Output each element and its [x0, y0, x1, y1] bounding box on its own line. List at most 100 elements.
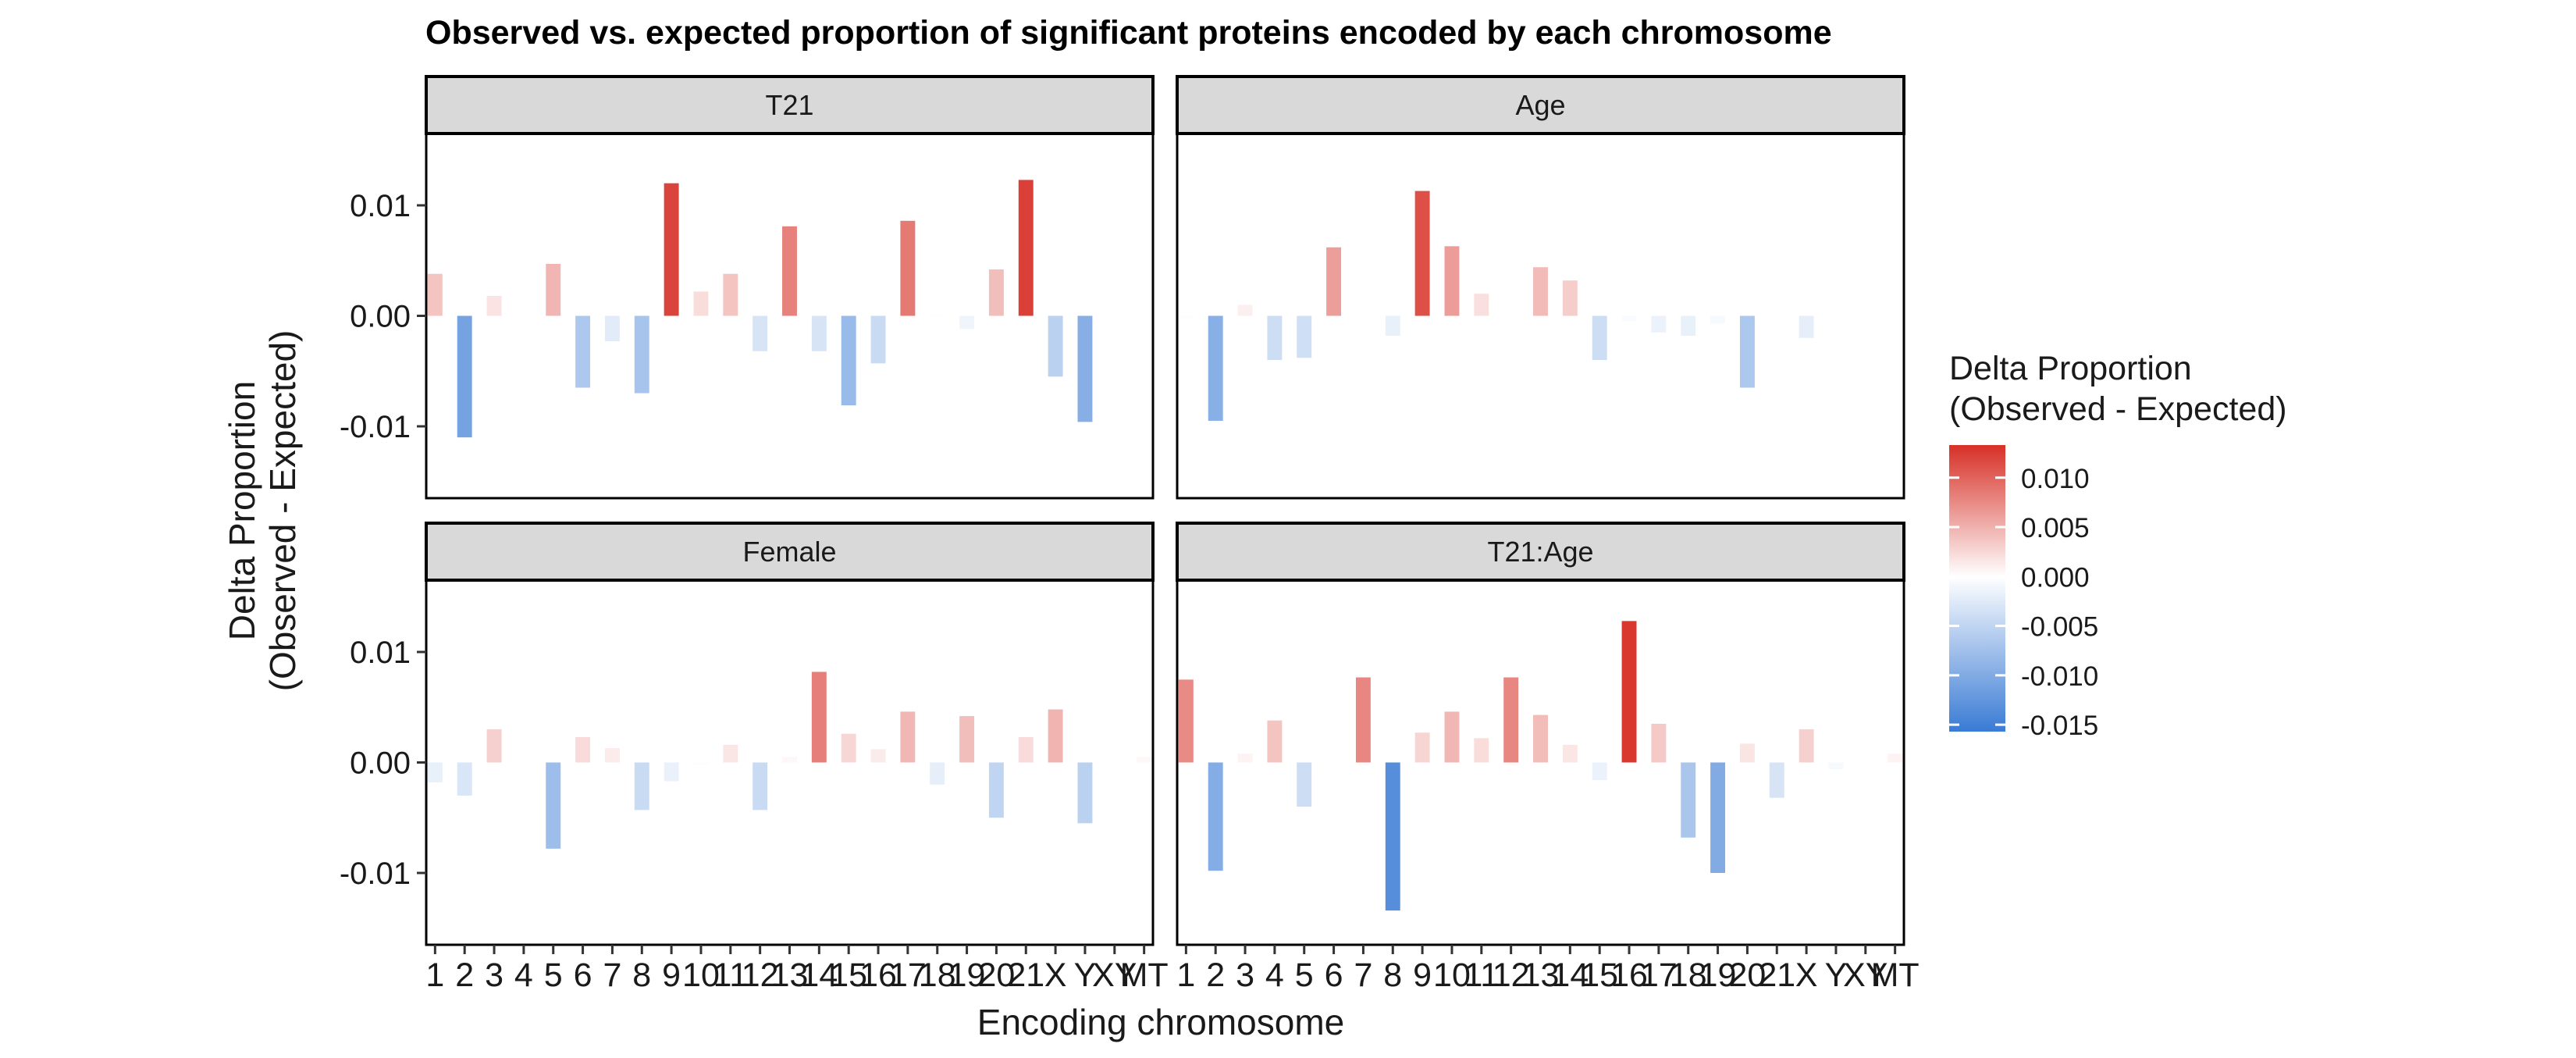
y-tick-label: 0.01: [350, 189, 411, 223]
bar-female-chr-mt: [1137, 757, 1152, 763]
facet-strip: [425, 522, 1155, 582]
x-axis-title: Encoding chromosome: [977, 1002, 1344, 1042]
bar-t21-age-chr-18: [1681, 762, 1696, 838]
x-tick-label: 11: [1464, 956, 1499, 994]
bar-age-chr-20: [1739, 315, 1755, 388]
color-legend: Delta Proportion(Observed - Expected) 0.0…: [1949, 350, 2287, 741]
y-tick-label: -0.01: [340, 410, 411, 444]
bar-age-chr-2: [1208, 315, 1223, 421]
bar-age-chr-10: [1444, 246, 1460, 316]
bar-female-chr-20: [988, 762, 1004, 818]
bar-female-chr-16: [870, 749, 886, 763]
legend-title-line: Delta Proportion: [1949, 350, 2192, 387]
bar-age-chr-8: [1385, 315, 1400, 336]
bar-female-chr-7: [604, 748, 620, 763]
legend-title-line: (Observed - Expected): [1949, 390, 2287, 428]
x-tick-label: 19: [948, 956, 986, 994]
x-tick-label: Y: [1825, 956, 1848, 994]
x-tick-label: 20: [977, 956, 1015, 994]
x-tick-label: Y: [1074, 956, 1097, 994]
x-tick-label: 12: [1493, 956, 1530, 994]
bar-t21-chr-8: [634, 315, 649, 394]
bar-age-chr-4: [1267, 315, 1283, 361]
legend-tick-label: 0.000: [2021, 562, 2090, 593]
bar-t21-age-chr-20: [1739, 743, 1755, 763]
bar-t21-age-chr-21: [1769, 762, 1784, 798]
x-tick-label: 4: [1265, 956, 1284, 994]
legend-tick-label: -0.010: [2021, 661, 2098, 692]
facet-strip: [1176, 522, 1905, 582]
bar-age-chr-14: [1562, 280, 1578, 316]
x-tick-label: 15: [830, 956, 867, 994]
x-tick-label: 17: [1640, 956, 1678, 994]
y-axis-title-text: Delta Proportion(Observed - Expected): [222, 330, 303, 692]
x-tick-label: 14: [1551, 956, 1589, 994]
x-tick-label: 4: [514, 956, 533, 994]
y-axis-title-line: Delta Proportion: [222, 381, 262, 640]
bar-age-chr-9: [1414, 191, 1430, 316]
x-tick-label: MT: [1871, 956, 1920, 994]
bar-t21-age-chr-2: [1208, 762, 1223, 871]
bar-t21-chr-3: [486, 296, 502, 316]
facet-panel: Age: [1176, 75, 1905, 500]
bar-age-chr-5: [1297, 315, 1312, 358]
x-tick-label: 3: [1236, 956, 1254, 994]
x-tick-label: 5: [1295, 956, 1314, 994]
x-tick-label: X: [1795, 956, 1818, 994]
facet-strip: [425, 75, 1155, 135]
bar-t21-age-chr-5: [1297, 762, 1312, 807]
x-tick-label: 20: [1728, 956, 1766, 994]
bar-age-chr-17: [1651, 315, 1667, 333]
bar-female-chr-17: [900, 711, 916, 763]
bar-t21-chr-9: [664, 183, 679, 316]
x-tick-label: 1: [1176, 956, 1195, 994]
bar-t21-chr-13: [782, 226, 797, 316]
bar-t21-age-chr-x: [1799, 729, 1814, 763]
bar-t21-age-chr-mt: [1888, 753, 1903, 763]
x-tick-label: 18: [919, 956, 956, 994]
x-tick-label: 1: [425, 956, 444, 994]
bar-female-chr-12: [753, 762, 768, 810]
bar-female-chr-9: [664, 762, 679, 782]
bar-t21-chr-7: [604, 315, 620, 342]
bar-t21-age-chr-13: [1533, 714, 1548, 763]
facet-strip-label: Female: [742, 536, 836, 568]
bar-age-chr-3: [1237, 305, 1253, 316]
bar-t21-age-chr-12: [1503, 677, 1519, 763]
bar-age-chr-7: [1355, 315, 1371, 317]
legend-tick-label: -0.015: [2021, 711, 2098, 741]
bar-female-chr-2: [457, 762, 472, 796]
x-tick-label: 9: [1413, 956, 1432, 994]
bar-t21-chr-5: [546, 263, 561, 316]
bar-age-chr-1: [1178, 315, 1194, 319]
bar-age-chr-6: [1326, 247, 1342, 316]
bar-t21-chr-21: [1018, 180, 1034, 316]
x-tick-label: XY: [1092, 956, 1137, 994]
y-tick-label: 0.00: [350, 300, 411, 334]
legend-tick-label: 0.010: [2021, 464, 2090, 494]
bar-female-chr-y: [1077, 762, 1093, 824]
bar-t21-age-chr-19: [1710, 762, 1726, 874]
x-tick-label: 9: [662, 956, 681, 994]
x-tick-label: 7: [1354, 956, 1372, 994]
bar-female-chr-21: [1018, 736, 1034, 763]
x-tick-label: 6: [574, 956, 592, 994]
bar-t21-chr-10: [693, 291, 709, 316]
x-tick-label: 17: [889, 956, 927, 994]
facet-strip-label: T21:Age: [1487, 536, 1593, 568]
bar-age-chr-19: [1710, 315, 1726, 324]
bar-t21-chr-2: [457, 315, 472, 438]
y-tick-label: 0.00: [350, 746, 411, 781]
bar-female-chr-18: [930, 762, 945, 785]
bar-t21-age-chr-16: [1621, 621, 1637, 763]
facet-panel: Female-0.010.000.011 2 3 4 5 6 7 8 9 101112131415…: [340, 522, 1169, 994]
bar-t21-chr-14: [811, 315, 827, 351]
bar-t21-age-chr-3: [1237, 753, 1253, 763]
legend-colorbar: [1949, 445, 2005, 732]
x-tick-label: 12: [742, 956, 779, 994]
bar-female-chr-14: [811, 671, 827, 763]
bar-t21-chr-1: [427, 273, 443, 316]
x-tick-label: 8: [1383, 956, 1402, 994]
